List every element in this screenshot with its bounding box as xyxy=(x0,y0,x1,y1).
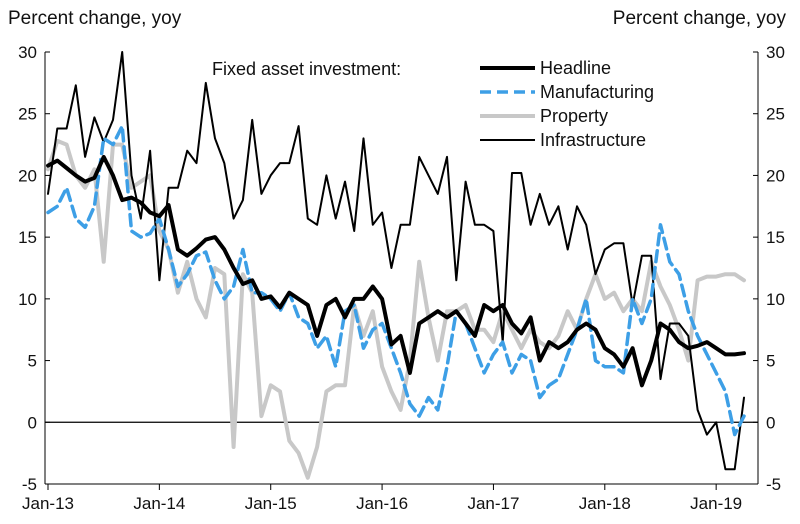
y-tick-label-left: 5 xyxy=(28,352,37,371)
legend: Fixed asset investment: Headline Manufactu… xyxy=(212,58,654,150)
x-tick-label: Jan-15 xyxy=(245,494,297,513)
legend-title: Fixed asset investment: xyxy=(212,59,401,79)
x-tick-label: Jan-13 xyxy=(22,494,74,513)
y-tick-label-right: 20 xyxy=(766,166,785,185)
y-tick-label-right: 0 xyxy=(766,413,775,432)
legend-label-headline: Headline xyxy=(540,58,611,78)
y-tick-label-left: 0 xyxy=(28,413,37,432)
y-tick-label-left: 10 xyxy=(18,290,37,309)
x-tick-label: Jan-17 xyxy=(467,494,519,513)
x-tick-label: Jan-19 xyxy=(690,494,742,513)
y-axis-label-right: Percent change, yoy xyxy=(612,8,786,29)
y-tick-label-right: 25 xyxy=(766,105,785,124)
x-tick-label: Jan-14 xyxy=(133,494,185,513)
y-axis-label-left: Percent change, yoy xyxy=(8,8,182,29)
series-line-infrastructure xyxy=(47,51,745,471)
series-line-headline xyxy=(46,154,746,388)
y-tick-label-right: 10 xyxy=(766,290,785,309)
y-tick-label-left: 20 xyxy=(18,166,37,185)
legend-label-infrastructure: Infrastructure xyxy=(540,130,646,150)
x-tick-label: Jan-16 xyxy=(356,494,408,513)
y-tick-label-left: -5 xyxy=(22,475,37,494)
legend-label-property: Property xyxy=(540,106,608,126)
y-tick-label-right: 30 xyxy=(766,43,785,62)
y-tick-label-right: 5 xyxy=(766,352,775,371)
series-line-manufacturing xyxy=(46,124,746,437)
y-tick-label-left: 25 xyxy=(18,105,37,124)
y-tick-label-left: 30 xyxy=(18,43,37,62)
y-tick-label-left: 15 xyxy=(18,228,37,247)
legend-label-manufacturing: Manufacturing xyxy=(540,82,654,102)
series-layer xyxy=(46,51,746,480)
y-tick-label-right: -5 xyxy=(766,475,781,494)
x-tick-label: Jan-18 xyxy=(579,494,631,513)
y-tick-label-right: 15 xyxy=(766,228,785,247)
